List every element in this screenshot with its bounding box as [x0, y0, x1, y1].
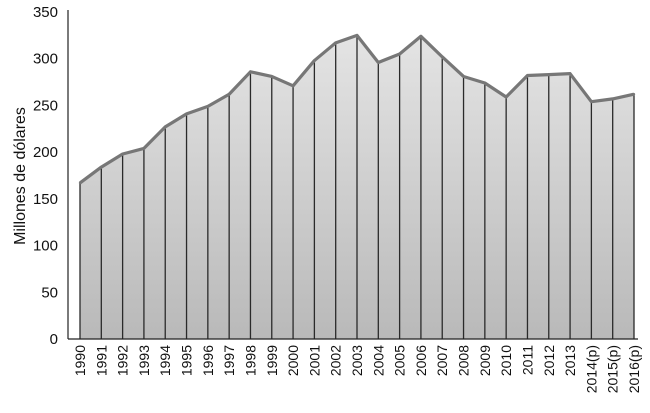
data-point-1999	[270, 75, 273, 78]
data-point-1994	[164, 125, 167, 129]
data-point-1990	[78, 181, 82, 185]
y-tick-label-150: 150	[33, 191, 58, 208]
y-tick-label-300: 300	[33, 51, 58, 68]
data-point-1992	[121, 152, 124, 156]
x-tick-label-1996: 1996	[200, 345, 216, 376]
data-point-2009	[483, 81, 487, 85]
x-tick-label-2010: 2010	[498, 345, 514, 376]
x-tick-label-1999: 1999	[264, 345, 280, 376]
data-point-1995	[185, 112, 188, 116]
y-tick-label-350: 350	[33, 4, 58, 21]
x-tick-label-1995: 1995	[179, 345, 195, 376]
x-tick-label-1998: 1998	[242, 345, 258, 376]
x-tick-label-2000: 2000	[285, 345, 301, 376]
data-point-2002	[334, 41, 337, 45]
x-tick-label-2012: 2012	[541, 345, 557, 376]
data-point-1996	[206, 105, 210, 108]
x-tick-label-2015(p): 2015(p)	[605, 345, 621, 393]
y-tick-label-200: 200	[33, 144, 58, 161]
data-point-2014(p)	[590, 100, 593, 103]
x-tick-label-2016(p): 2016(p)	[626, 345, 642, 393]
data-point-2000	[291, 84, 295, 88]
data-point-1998	[249, 70, 252, 73]
y-axis-label: Millones de dólares	[12, 107, 29, 245]
data-point-2011	[526, 74, 529, 77]
data-point-2003	[355, 34, 359, 37]
x-tick-label-2006: 2006	[413, 345, 429, 376]
x-tick-label-1992: 1992	[115, 345, 131, 376]
data-point-2006	[419, 35, 423, 38]
x-tick-label-2002: 2002	[328, 345, 344, 376]
x-tick-label-2004: 2004	[370, 345, 386, 376]
data-point-2004	[377, 61, 380, 64]
y-tick-label-100: 100	[33, 238, 58, 255]
x-tick-label-2007: 2007	[434, 345, 450, 376]
data-point-2013	[568, 72, 572, 75]
x-tick-label-2013: 2013	[562, 345, 578, 376]
data-point-2008	[462, 75, 465, 78]
data-point-1997	[227, 93, 231, 96]
x-tick-label-2003: 2003	[349, 345, 365, 376]
x-tick-label-1991: 1991	[93, 345, 109, 376]
data-point-2005	[398, 52, 401, 56]
data-point-2012	[547, 73, 550, 76]
y-tick-label-0: 0	[50, 331, 58, 348]
x-tick-label-1990: 1990	[72, 345, 88, 376]
x-tick-label-2009: 2009	[477, 345, 493, 376]
x-tick-label-2005: 2005	[392, 345, 408, 376]
x-tick-label-1994: 1994	[157, 345, 173, 376]
y-tick-label-250: 250	[33, 97, 58, 114]
y-tick-label-50: 50	[41, 284, 58, 301]
data-point-2016(p)	[632, 93, 636, 96]
data-point-2010	[504, 95, 508, 99]
x-tick-label-2008: 2008	[456, 345, 472, 376]
data-point-2001	[313, 59, 316, 62]
x-tick-label-2014(p): 2014(p)	[583, 345, 599, 393]
x-tick-label-1997: 1997	[221, 345, 237, 376]
data-point-2007	[441, 55, 444, 59]
data-point-2015(p)	[611, 97, 614, 101]
x-tick-label-1993: 1993	[136, 345, 152, 376]
data-point-1991	[100, 165, 103, 169]
data-point-1993	[142, 147, 146, 150]
x-tick-label-2011: 2011	[519, 345, 535, 375]
x-tick-label-2001: 2001	[306, 345, 322, 376]
